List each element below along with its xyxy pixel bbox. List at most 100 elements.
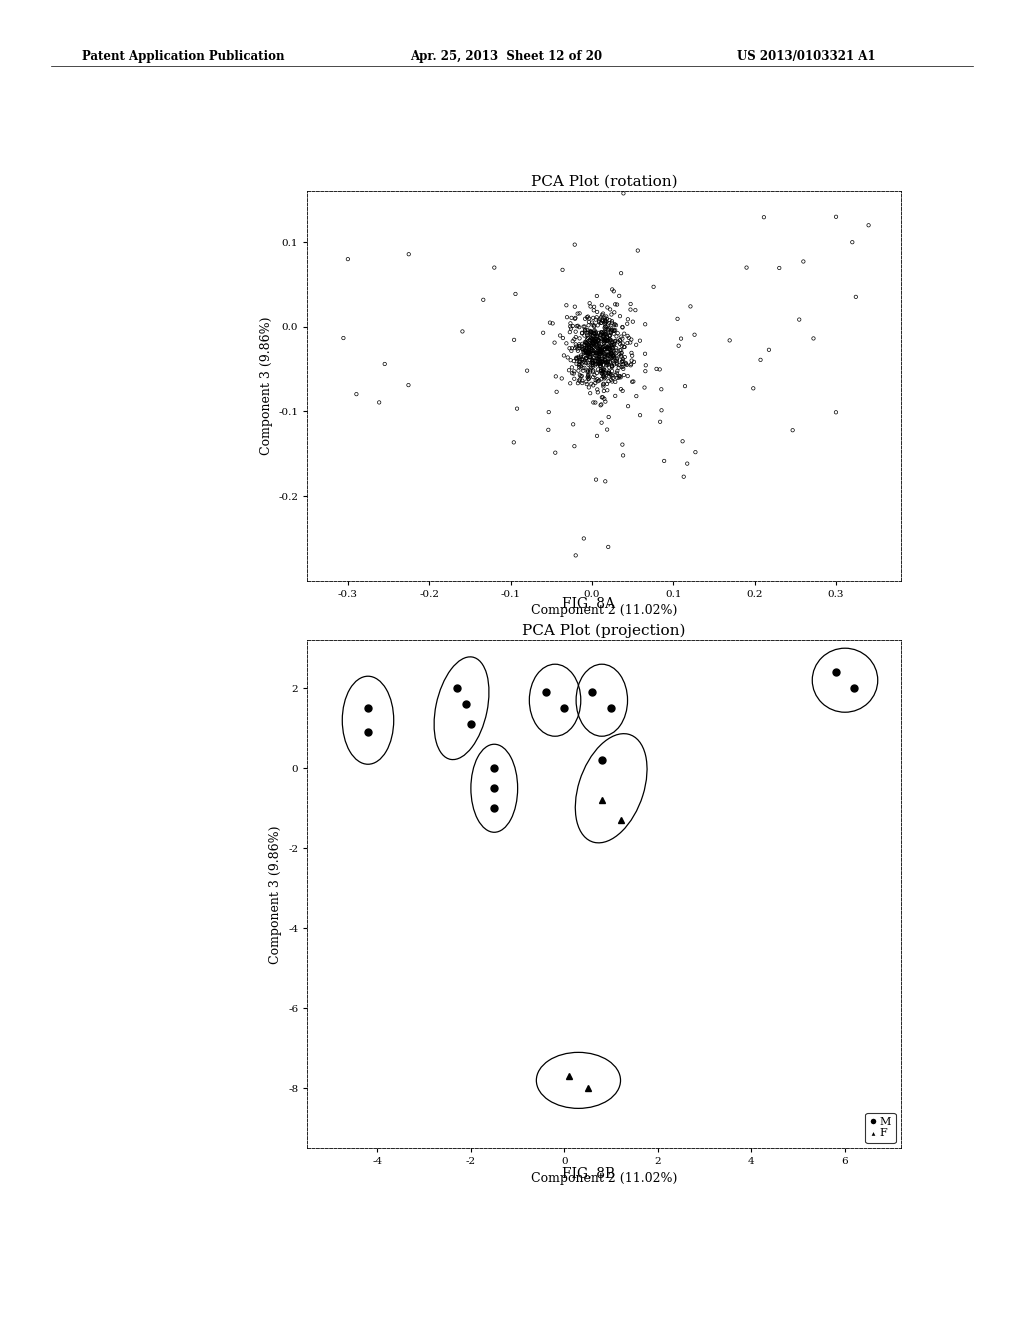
Point: [570, 347, 587, 368]
Point: [603, 341, 620, 362]
Point: [614, 333, 631, 354]
Point: [620, 325, 636, 346]
Point: [602, 343, 618, 364]
Point: [606, 345, 623, 366]
Point: [595, 304, 611, 325]
Point: [582, 383, 598, 404]
Point: [597, 330, 613, 351]
Point: [577, 319, 593, 341]
Point: [580, 364, 596, 385]
Point: [653, 400, 670, 421]
Point: [603, 339, 620, 360]
Point: [562, 372, 579, 393]
Point: [589, 329, 605, 350]
Point: [581, 338, 597, 359]
Point: [606, 302, 623, 323]
Point: [622, 331, 638, 352]
Point: [605, 346, 622, 367]
Point: [562, 350, 579, 371]
Point: [603, 343, 620, 364]
Point: [563, 341, 580, 362]
Point: [805, 327, 821, 348]
Point: [606, 321, 623, 342]
Point: [579, 333, 595, 354]
Point: [568, 347, 585, 368]
Point: [595, 354, 611, 375]
Point: [590, 338, 606, 359]
Point: [594, 304, 610, 325]
Point: [598, 306, 614, 327]
Point: [593, 354, 609, 375]
Point: [591, 330, 607, 351]
Point: [335, 327, 351, 348]
Point: [568, 348, 585, 370]
Point: [605, 281, 622, 302]
Point: [614, 348, 631, 370]
Point: [577, 315, 593, 337]
Point: [675, 430, 691, 451]
Point: [587, 323, 603, 345]
Point: [554, 368, 570, 389]
Point: [591, 370, 607, 391]
Point: [570, 356, 587, 378]
Point: [567, 326, 584, 347]
Point: [583, 346, 599, 367]
Point: [593, 352, 609, 374]
Point: [592, 335, 608, 356]
Point: [632, 330, 648, 351]
Point: [587, 392, 603, 413]
Point: [588, 338, 604, 359]
Point: [590, 329, 606, 350]
Point: [620, 366, 636, 387]
Point: [607, 319, 624, 341]
Point: [571, 351, 588, 372]
Point: [571, 350, 588, 371]
Point: [590, 347, 606, 368]
Point: [603, 364, 620, 385]
Point: [860, 215, 877, 236]
Point: [592, 343, 608, 364]
Point: [620, 396, 636, 417]
Point: [595, 337, 611, 358]
Point: [611, 330, 628, 351]
Point: [583, 358, 599, 379]
Point: [581, 368, 597, 389]
Point: [648, 358, 665, 379]
Point: [564, 330, 581, 351]
Point: [584, 335, 600, 356]
Point: [589, 368, 605, 389]
Point: [577, 337, 593, 358]
Point: [613, 326, 630, 347]
Point: [593, 360, 609, 381]
Point: [583, 321, 599, 342]
Point: [592, 341, 608, 362]
Point: [574, 358, 591, 379]
Point: [607, 343, 624, 364]
Point: [578, 342, 594, 363]
Point: [603, 335, 620, 356]
Point: [574, 338, 591, 359]
Point: [585, 330, 601, 351]
Point: [596, 325, 612, 346]
Point: [584, 329, 600, 350]
Point: [585, 347, 601, 368]
Point: [590, 348, 606, 370]
Point: [637, 343, 653, 364]
Point: [559, 306, 575, 327]
Point: [575, 528, 592, 549]
Point: [609, 322, 626, 343]
Point: [590, 352, 606, 374]
Point: [549, 381, 565, 403]
Point: [606, 330, 623, 351]
Point: [605, 346, 622, 367]
Point: [601, 338, 617, 359]
Point: [600, 314, 616, 335]
Point: [554, 259, 570, 280]
Point: [610, 367, 627, 388]
Point: [593, 395, 609, 416]
Point: [566, 436, 583, 457]
Point: [569, 315, 586, 337]
Point: [558, 333, 574, 354]
Point: [600, 343, 616, 364]
Point: [570, 370, 587, 391]
